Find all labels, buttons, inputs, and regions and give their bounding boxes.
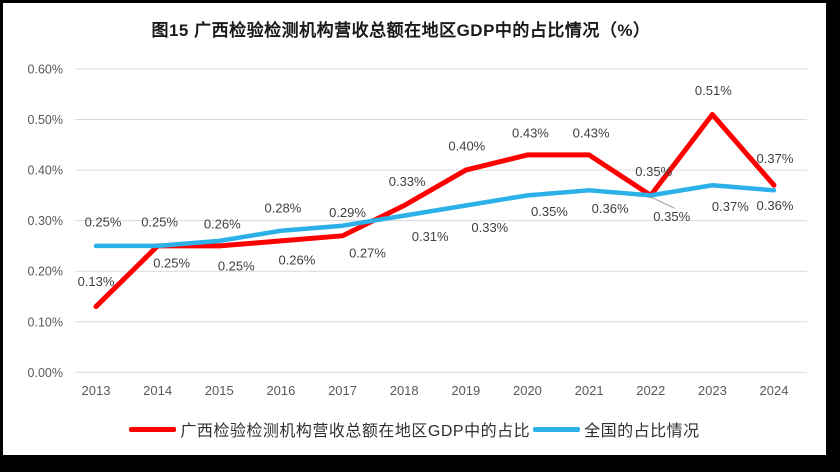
national-data-label: 0.36% — [757, 198, 794, 213]
leader-line — [651, 196, 675, 209]
chart-title: 图15 广西检验检测机构营收总额在地区GDP中的占比情况（%） — [151, 21, 651, 40]
national-data-label: 0.25% — [85, 214, 122, 229]
y-tick-label: 0.50% — [28, 113, 63, 127]
guangxi-data-label: 0.37% — [757, 151, 794, 166]
y-tick-label: 0.00% — [28, 366, 63, 380]
guangxi-data-label: 0.43% — [512, 125, 549, 140]
national-data-label: 0.37% — [712, 199, 749, 214]
national-data-label: 0.28% — [264, 200, 301, 215]
guangxi-data-label: 0.25% — [218, 258, 255, 273]
national-series-line — [93, 183, 777, 249]
legend: 广西检验检测机构营收总额在地区GDP中的占比 全国的占比情况 — [3, 417, 826, 441]
national-legend-label: 全国的占比情况 — [584, 423, 700, 440]
national-data-label: 0.36% — [592, 201, 629, 216]
guangxi-legend-label: 广西检验检测机构营收总额在地区GDP中的占比 — [180, 423, 531, 440]
national-data-label: 0.35% — [635, 164, 672, 179]
guangxi-data-label: 0.13% — [78, 274, 115, 289]
national-line-swatch — [533, 426, 581, 432]
x-tick-label: 2018 — [390, 383, 419, 398]
national-data-label: 0.33% — [471, 220, 508, 235]
national-data-label: 0.35% — [531, 204, 568, 219]
legend-item-national: 全国的占比情况 — [533, 417, 700, 441]
x-tick-label: 2023 — [698, 383, 727, 398]
guangxi-data-label: 0.35% — [653, 209, 690, 224]
x-tick-label: 2021 — [575, 383, 604, 398]
y-tick-label: 0.40% — [28, 164, 63, 178]
x-tick-label: 2019 — [451, 383, 480, 398]
legend-item-guangxi: 广西检验检测机构营收总额在地区GDP中的占比 — [129, 417, 530, 441]
x-tick-label: 2020 — [513, 383, 542, 398]
y-tick-label: 0.30% — [28, 214, 63, 228]
national-data-label: 0.31% — [412, 229, 449, 244]
guangxi-data-label: 0.51% — [695, 83, 732, 98]
national-data-label: 0.26% — [204, 216, 241, 231]
guangxi-data-label: 0.40% — [448, 139, 485, 154]
guangxi-data-label: 0.27% — [349, 245, 386, 260]
y-tick-label: 0.10% — [28, 315, 63, 329]
x-tick-label: 2014 — [143, 383, 172, 398]
plot-area: 0.00% 0.10% 0.20% 0.30% 0.40% 0.50% 0.60% 2013 2… — [28, 63, 807, 398]
y-tick-label: 0.60% — [28, 63, 63, 77]
guangxi-data-label: 0.43% — [573, 125, 610, 140]
x-tick-label: 2013 — [82, 383, 111, 398]
x-tick-label: 2016 — [266, 383, 295, 398]
x-tick-label: 2024 — [760, 383, 789, 398]
x-tick-label: 2017 — [328, 383, 357, 398]
guangxi-series-line — [93, 111, 777, 310]
national-data-label: 0.29% — [329, 205, 366, 220]
guangxi-data-label: 0.33% — [389, 174, 426, 189]
y-tick-label: 0.20% — [28, 265, 63, 279]
x-tick-label: 2022 — [636, 383, 665, 398]
chart-canvas: 图15 广西检验检测机构营收总额在地区GDP中的占比情况（%） 0.00% 0.1… — [3, 3, 826, 455]
national-data-label: 0.25% — [141, 214, 178, 229]
guangxi-data-label: 0.25% — [153, 255, 190, 270]
x-tick-label: 2015 — [205, 383, 234, 398]
guangxi-line-swatch — [129, 426, 177, 432]
guangxi-data-label: 0.26% — [278, 252, 315, 267]
